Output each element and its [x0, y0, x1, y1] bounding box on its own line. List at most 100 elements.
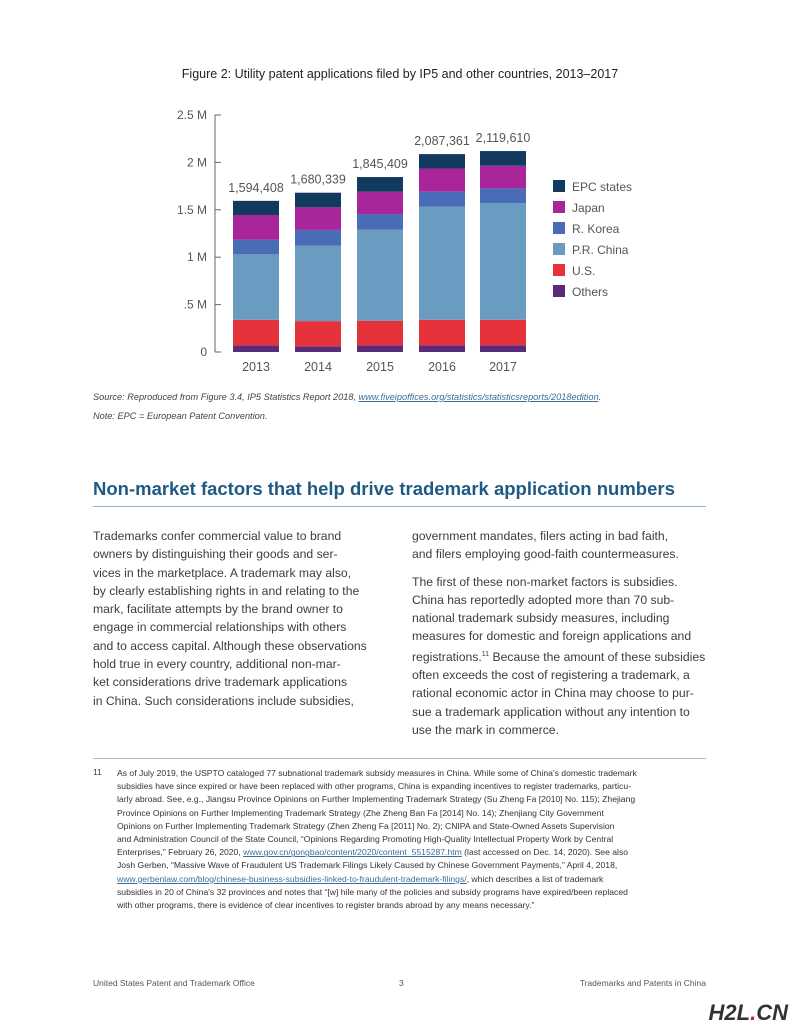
legend-label: U.S.	[572, 264, 595, 278]
footnote-text-segment: and Administration Council of the State …	[117, 834, 614, 845]
body-line: use the mark in commerce.	[412, 723, 559, 738]
footnote-line: Josh Gerben, “Massive Wave of Fraudulent…	[117, 859, 637, 872]
footnote-text-segment: Josh Gerben, “Massive Wave of Fraudulent…	[117, 860, 618, 871]
bar-segment-others-2015	[357, 345, 403, 352]
paragraph: government mandates, filers acting in ba…	[412, 527, 705, 564]
total-label: 2,119,610	[476, 131, 531, 145]
body-line: ket considerations drive trademark appli…	[93, 675, 348, 690]
footnote-text: As of July 2019, the USPTO cataloged 77 …	[117, 767, 637, 912]
footnote-text-segment: with other programs, there is evidence o…	[117, 900, 535, 911]
body-line: engage in commercial relationships with …	[93, 620, 347, 635]
bar-segment-r-korea-2016	[419, 191, 465, 207]
bar-segment-epc-states-2014	[295, 192, 341, 208]
x-tick-label: 2013	[242, 360, 270, 374]
body-line: hold true in every country, additional n…	[93, 657, 341, 672]
bar-segment-others-2017	[480, 345, 526, 352]
footnote-text-segment: subsidies have since expired or have bee…	[117, 781, 631, 792]
body-line: measures for domestic and foreign applic…	[412, 629, 692, 644]
bar-segment-r-korea-2013	[233, 239, 279, 255]
x-tick-label: 2016	[428, 360, 456, 374]
bar-segment-japan-2017	[480, 165, 526, 189]
footnote-line: subsidies in 20 of China's 32 provinces …	[117, 886, 637, 899]
bar-segment-r-korea-2014	[295, 229, 341, 246]
bar-segment-p-r-china-2014	[295, 245, 341, 322]
body-line: The first of these non-market factors is…	[412, 574, 678, 589]
footnote-line: As of July 2019, the USPTO cataloged 77 …	[117, 767, 637, 780]
legend-label: EPC states	[572, 180, 632, 194]
footnote-text-segment: (last accessed on Dec. 14, 2020). See al…	[461, 847, 629, 858]
footer-right: Trademarks and Patents in China	[579, 978, 706, 988]
body-line: sue a trademark application without any …	[412, 704, 690, 719]
legend-swatch	[553, 180, 565, 192]
paragraph: The first of these non-market factors is…	[412, 573, 705, 740]
bar-segment-epc-states-2013	[233, 200, 279, 216]
x-tick-label: 2015	[366, 360, 394, 374]
body-line: Trademarks confer commercial value to br…	[93, 529, 342, 543]
bar-segment-p-r-china-2013	[233, 254, 279, 320]
footnote-line: and Administration Council of the State …	[117, 833, 637, 846]
bar-segment-p-r-china-2017	[480, 202, 526, 320]
body-line: vices in the marketplace. A trademark ma…	[93, 565, 352, 580]
legend-label: Japan	[572, 201, 605, 215]
footnote-text-segment: larly abroad. See, e.g., Jiangsu Provinc…	[117, 794, 636, 805]
y-tick-label: 2 M	[187, 155, 207, 169]
total-label: 1,594,408	[228, 181, 284, 195]
body-line: government mandates, filers acting in ba…	[412, 529, 669, 543]
footer-left: United States Patent and Trademark Offic…	[93, 978, 255, 988]
bar-segment-u-s--2017	[480, 319, 526, 346]
figure-note: Note: EPC = European Patent Convention.	[93, 411, 268, 421]
footnote-link[interactable]: www.gerbenlaw.com/blog/chinese-business-…	[117, 873, 467, 884]
footnote-ref[interactable]: 11	[481, 650, 490, 658]
bar-segment-u-s--2015	[357, 320, 403, 346]
body-text: registrations.	[412, 649, 482, 664]
body-column-left: Trademarks confer commercial value to br…	[93, 527, 367, 710]
y-tick-label: 0	[200, 345, 207, 359]
watermark-logo: H2L.CN	[708, 1000, 788, 1025]
footnote-text-segment: subsidies in 20 of China's 32 provinces …	[117, 886, 628, 897]
footnote-line: larly abroad. See, e.g., Jiangsu Provinc…	[117, 793, 637, 806]
y-tick-label: .5 M	[184, 298, 207, 312]
legend-swatch	[553, 243, 565, 255]
bar-segment-p-r-china-2016	[419, 206, 465, 320]
bar-segment-p-r-china-2015	[357, 229, 403, 321]
body-line: owners by distinguishing their goods and…	[93, 547, 338, 562]
total-label: 1,845,409	[352, 157, 408, 171]
bar-segment-japan-2015	[357, 191, 403, 215]
section-heading: Non-market factors that help drive trade…	[93, 478, 675, 499]
body-column-right: government mandates, filers acting in ba…	[412, 527, 705, 739]
legend-swatch	[553, 222, 565, 234]
bar-segment-japan-2013	[233, 215, 279, 240]
heading-divider	[93, 506, 706, 507]
figure-source: Source: Reproduced from Figure 3.4, IP5 …	[93, 392, 601, 402]
source-link[interactable]: www.fiveipoffices.org/statistics/statist…	[358, 392, 599, 402]
body-line: national trademark subsidy measures, inc…	[412, 611, 670, 626]
footnote-link[interactable]: www.gov.cn/gongbao/content/2020/content_…	[243, 847, 462, 858]
legend-swatch	[553, 201, 565, 213]
bar-segment-r-korea-2015	[357, 214, 403, 230]
footnote-text-segment: Opinions on Further Implementing Tradema…	[117, 820, 615, 831]
bar-segment-others-2013	[233, 345, 279, 352]
body-line: and filers employing good-faith counterm…	[412, 547, 679, 562]
footnote-text-segment: Province Opinions on Further Implementin…	[117, 807, 604, 818]
legend-swatch	[553, 285, 565, 297]
total-label: 1,680,339	[290, 173, 346, 187]
bar-segment-u-s--2013	[233, 319, 279, 346]
bar-segment-epc-states-2017	[480, 151, 526, 166]
bar-segment-japan-2014	[295, 207, 341, 230]
bar-segment-u-s--2014	[295, 321, 341, 347]
source-text: Source: Reproduced from Figure 3.4, IP5 …	[93, 392, 359, 402]
bar-segment-epc-states-2016	[419, 154, 465, 169]
legend-swatch	[553, 264, 565, 276]
body-line: mark, facilitate attempts by the brand o…	[93, 602, 343, 617]
stacked-bar-chart: 0 .5 M 1 M 1.5 M 2 M 2.5 M 1,594,408 2013 1,680,…	[177, 108, 632, 374]
footnote-line: Opinions on Further Implementing Tradema…	[117, 820, 637, 833]
y-tick-label: 2.5 M	[177, 108, 207, 122]
x-tick-label: 2014	[304, 360, 332, 374]
body-line: and to access capital. Although these ob…	[93, 638, 367, 653]
bar-segment-japan-2016	[419, 168, 465, 192]
body-line: China has reportedly adopted more than 7…	[412, 592, 675, 607]
x-tick-label: 2017	[489, 360, 517, 374]
body-text: Because the amount of these subsidies	[489, 649, 706, 664]
footnote-line: subsidies have since expired or have bee…	[117, 780, 637, 793]
total-label: 2,087,361	[414, 134, 470, 148]
